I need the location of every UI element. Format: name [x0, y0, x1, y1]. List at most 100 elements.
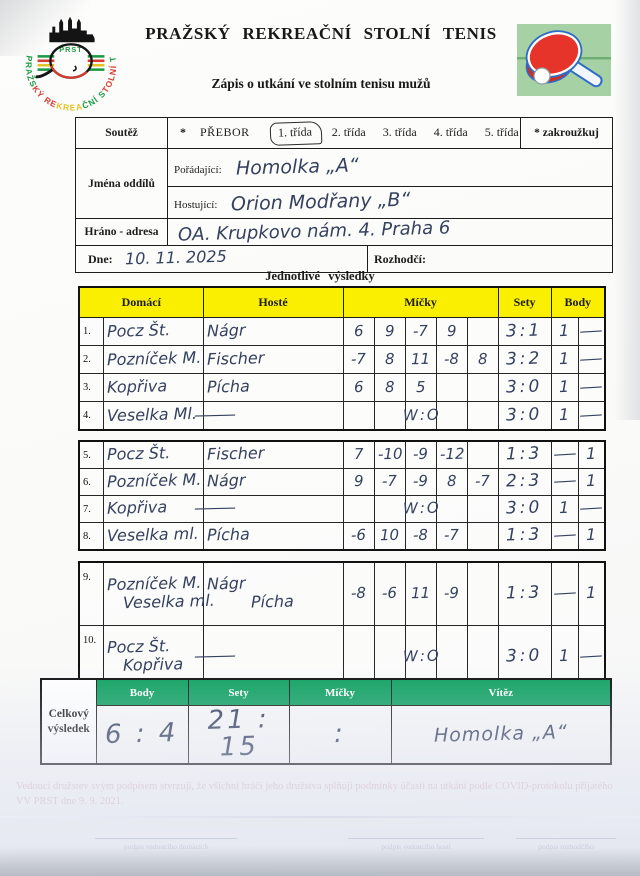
- col-header-sets: Sety: [497, 286, 552, 318]
- sets-score: 1:3: [497, 522, 552, 551]
- sets-score: 3:0: [497, 401, 552, 431]
- ball-score: 8: [373, 345, 406, 374]
- ball-score: [466, 561, 499, 626]
- match-row: 6. Pozníček M. Nágr 9 -7 -9 8 -7 2:3—1: [78, 468, 606, 496]
- ball-score: 10: [373, 522, 406, 551]
- ball-score: [435, 401, 468, 431]
- venue-label: Hráno - adresa: [75, 218, 168, 246]
- match-row: 8. Veselka ml. Pícha -6 10 -8 -7 1:3—1: [78, 522, 606, 551]
- points-guest: —: [577, 495, 606, 523]
- ball-score: -7: [435, 522, 468, 551]
- castle-silhouette: [49, 16, 95, 43]
- signature-line: podpis vedoucího domácích: [95, 838, 237, 851]
- match-row: 4. Veselka Ml. — W:O 3:0 1—: [78, 401, 606, 431]
- ball-score: -7: [466, 468, 499, 496]
- referee-cell: Rozhodčí:: [367, 245, 613, 273]
- logo-stripes-right: [87, 55, 105, 71]
- home-team-value: Homolka „A“: [235, 153, 359, 180]
- points-home: —: [550, 522, 579, 551]
- ball-score: 9: [373, 317, 406, 346]
- ball-score: [466, 495, 499, 523]
- guest-player: Fischer: [202, 345, 344, 374]
- points-guest: —: [577, 373, 606, 402]
- ball-score: -6: [342, 522, 375, 551]
- points-home: —: [550, 440, 579, 469]
- points-home: 1: [550, 401, 579, 431]
- svg-text:PRST: PRST: [59, 45, 83, 54]
- home-player: Veselka ml.: [102, 522, 204, 551]
- ball-score: -7: [342, 345, 375, 374]
- home-player: Pozníček M.: [102, 468, 204, 496]
- home-team-cell: Pořádající: Homolka „A“: [167, 148, 613, 187]
- guest-player: —: [190, 495, 344, 523]
- sets-score: 3:0: [497, 373, 552, 402]
- guest-player: Pícha: [202, 373, 344, 402]
- ball-score: -10: [373, 440, 406, 469]
- competition-class: 1. třída: [269, 120, 323, 146]
- points-home: 1: [550, 317, 579, 346]
- match-number: 7.: [78, 495, 104, 523]
- home-player: Veselka Ml.: [102, 401, 204, 431]
- match-row: 3. Kopřiva Pícha 6 8 5 3:0 1—: [78, 373, 606, 402]
- ball-score: 8: [435, 468, 468, 496]
- ball-score: 6: [342, 317, 375, 346]
- scan-shading: [614, 0, 640, 420]
- ball-score: [373, 401, 406, 431]
- logo-stripes-left: [37, 55, 55, 71]
- ball-score: 5: [404, 373, 437, 402]
- competition-class: 2. třída: [331, 124, 366, 139]
- total-result-table: Celkový výsledek Body Sety Míčky Vítěz 6…: [40, 678, 612, 765]
- ball-score: 8: [373, 373, 406, 402]
- ball-score: 11: [404, 345, 437, 374]
- points-guest: 1: [577, 440, 606, 469]
- competition-prebor: PŘEBOR: [200, 124, 250, 139]
- points-home: —: [550, 561, 579, 626]
- paper-crease: [0, 816, 640, 818]
- ball-score: -9: [404, 468, 437, 496]
- form-title: Zápis o utkání ve stolním tenisu mužů: [211, 76, 431, 91]
- match-number: 1.: [78, 317, 104, 346]
- match-number: 9.: [78, 561, 104, 626]
- home-player: Kopřiva: [102, 373, 204, 402]
- match-number: 5.: [78, 440, 104, 469]
- summary-header: Body: [95, 678, 189, 706]
- ball-score: [342, 401, 375, 431]
- signature-line: podpis rozhodčího: [516, 838, 616, 851]
- col-header-guest: Hosté: [202, 286, 344, 318]
- ball-score: 9: [435, 317, 468, 346]
- points-home: 1: [550, 373, 579, 402]
- points-guest: —: [577, 317, 606, 346]
- competition-label: Soutěž: [75, 117, 168, 149]
- sets-score: 2:3: [497, 468, 552, 496]
- guest-player: Nágr Pícha: [202, 561, 344, 626]
- results-table-1: Domácí Hosté Míčky Sety Body 1. Pocz Št. N…: [78, 286, 607, 431]
- ball-score: 6: [342, 373, 375, 402]
- match-number: 3.: [78, 373, 104, 402]
- total-sets: 21 : 15: [187, 704, 290, 765]
- venue-cell: OA. Krupkovo nám. 4. Praha 6: [167, 217, 613, 246]
- match-row: 9. Pozníček M. Veselka ml. Nágr Pícha -8 -6 11-…: [78, 561, 606, 626]
- guest-player: Fischer: [202, 440, 344, 469]
- ball-score: W:O: [402, 495, 440, 523]
- competition-classes: * PŘEBOR 1. třída 2. třída 3. třída 4. třída 5…: [167, 117, 521, 149]
- ball-score: -7: [373, 468, 406, 496]
- guest-player: Pícha: [202, 522, 344, 551]
- competition-class: 5. třída: [484, 124, 519, 139]
- points-guest: —: [577, 401, 606, 431]
- asterisk: *: [180, 124, 186, 139]
- points-home: —: [550, 468, 579, 496]
- circle-instruction: * zakroužkuj: [520, 117, 613, 149]
- ball-score: 8: [466, 345, 499, 374]
- match-meta-table: Soutěž * PŘEBOR 1. třída 2. třída 3. třída 4.…: [75, 117, 613, 273]
- ball-score: 11: [404, 561, 437, 626]
- ball-score: [342, 495, 375, 523]
- match-number: 6.: [78, 468, 104, 496]
- points-guest: 1: [577, 522, 606, 551]
- ball-score: [466, 401, 499, 431]
- home-player: Pozníček M.: [102, 345, 204, 374]
- match-number: 8.: [78, 522, 104, 551]
- col-header-balls: Míčky: [342, 286, 499, 318]
- match-row: 5. Pocz Št. Fischer 7 -10 -9 -12 1:3—1: [78, 440, 606, 469]
- ball-score: -9: [435, 561, 468, 626]
- guest-player: —: [190, 401, 344, 431]
